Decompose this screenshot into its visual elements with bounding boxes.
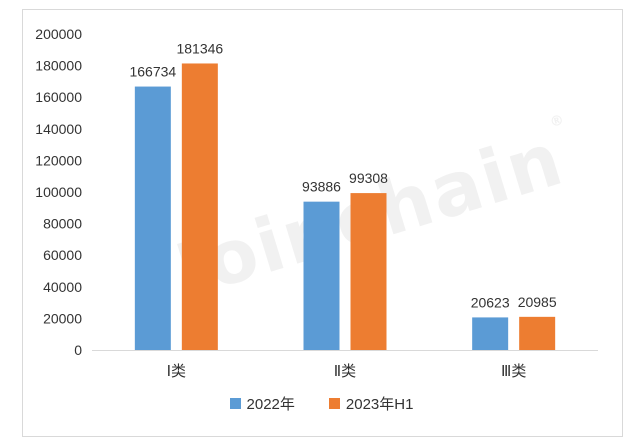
y-tick-label: 20000: [43, 310, 82, 326]
x-tick-label: Ⅲ类: [501, 363, 526, 380]
bar: [350, 193, 387, 350]
x-tick-label: Ⅰ类: [167, 363, 186, 380]
x-tick-label: Ⅱ类: [334, 363, 356, 380]
legend-item-series-2: 2023年H1: [328, 393, 414, 414]
y-tick-label: 180000: [35, 58, 82, 74]
data-label: 166734: [129, 64, 176, 80]
y-tick-label: 60000: [43, 247, 82, 263]
data-label: 93886: [302, 179, 341, 195]
bar: [472, 317, 509, 350]
data-label: 99308: [349, 170, 388, 186]
data-label: 20985: [518, 294, 557, 310]
y-tick-label: 0: [74, 342, 82, 358]
bar: [134, 86, 171, 351]
bar: [303, 201, 340, 350]
legend-item-series-1: 2022年: [229, 393, 295, 414]
legend-label-series-2: 2023年H1: [345, 396, 414, 413]
legend-label-series-1: 2022年: [246, 396, 295, 413]
legend-swatch-series-1: [229, 398, 241, 409]
legend-swatch-series-2: [328, 398, 340, 409]
data-label: 181346: [176, 40, 223, 56]
y-tick-label: 80000: [43, 216, 82, 232]
y-tick-label: 120000: [35, 152, 82, 168]
y-tick-label: 40000: [43, 279, 82, 295]
y-tick-label: 160000: [35, 89, 82, 105]
y-tick-label: 140000: [35, 121, 82, 137]
y-tick-label: 200000: [35, 26, 82, 42]
chart-legend: 2022年 2023年H1: [0, 393, 643, 414]
bar: [519, 316, 556, 350]
data-label: 20623: [471, 294, 510, 310]
y-tick-label: 100000: [35, 184, 82, 200]
bar: [181, 63, 218, 350]
